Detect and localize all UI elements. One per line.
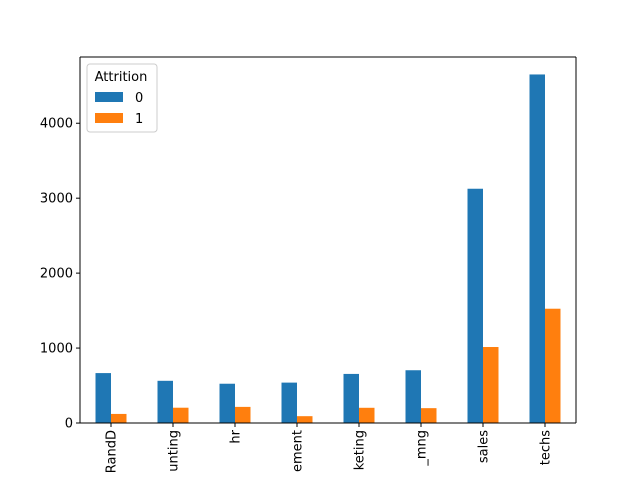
bar-series-1-hr: [235, 406, 251, 423]
x-tick-label-management: ement: [291, 430, 306, 472]
bar-series-0-hr: [219, 383, 235, 423]
x-tick-label-techs: techs: [539, 430, 554, 465]
y-tick-label-1000: 1000: [40, 342, 73, 357]
bar-group: [95, 74, 561, 424]
x-tick-labels: RandD unting hr ement keting _mng sales techs: [105, 429, 554, 473]
legend-swatch-0: [95, 92, 123, 102]
bar-series-1-marketing: [359, 407, 375, 423]
bar-series-0-sales: [467, 188, 483, 423]
bar-series-1-accounting: [173, 407, 189, 423]
bar-series-0-RandD: [95, 373, 111, 423]
y-tick-label-3000: 3000: [40, 192, 73, 207]
bar-series-1-RandD: [111, 413, 127, 423]
bar-series-1-sales: [483, 347, 499, 423]
bar-series-0-management: [281, 382, 297, 423]
y-tick-label-0: 0: [65, 417, 73, 432]
legend: Attrition 0 1: [86, 63, 158, 133]
y-tick-label-4000: 4000: [40, 117, 73, 132]
x-tick-label-sales: sales: [477, 430, 492, 463]
legend-label-0: 0: [135, 91, 143, 106]
axes: 0 1000 2000 3000 4000 RandD unting hr ement ketin…: [40, 56, 577, 473]
bar-series-1-management: [297, 416, 313, 423]
x-tick-label-marketing: keting: [353, 430, 368, 470]
x-tick-label-product_mng: _mng: [415, 430, 430, 467]
bar-series-0-marketing: [343, 373, 359, 423]
bar-series-1-techs: [545, 308, 561, 423]
y-tick-label-2000: 2000: [40, 267, 73, 282]
legend-title: Attrition: [95, 70, 148, 85]
legend-swatch-1: [95, 113, 123, 123]
x-tick-label-RandD: RandD: [105, 430, 120, 473]
x-tick-label-hr: hr: [229, 429, 244, 443]
x-tick-label-accounting: unting: [167, 430, 182, 472]
bar-series-1-product_mng: [421, 408, 437, 423]
bar-series-0-accounting: [157, 380, 173, 423]
bar-series-0-techs: [529, 74, 545, 424]
bar-series-0-product_mng: [405, 370, 421, 423]
legend-label-1: 1: [135, 112, 143, 127]
